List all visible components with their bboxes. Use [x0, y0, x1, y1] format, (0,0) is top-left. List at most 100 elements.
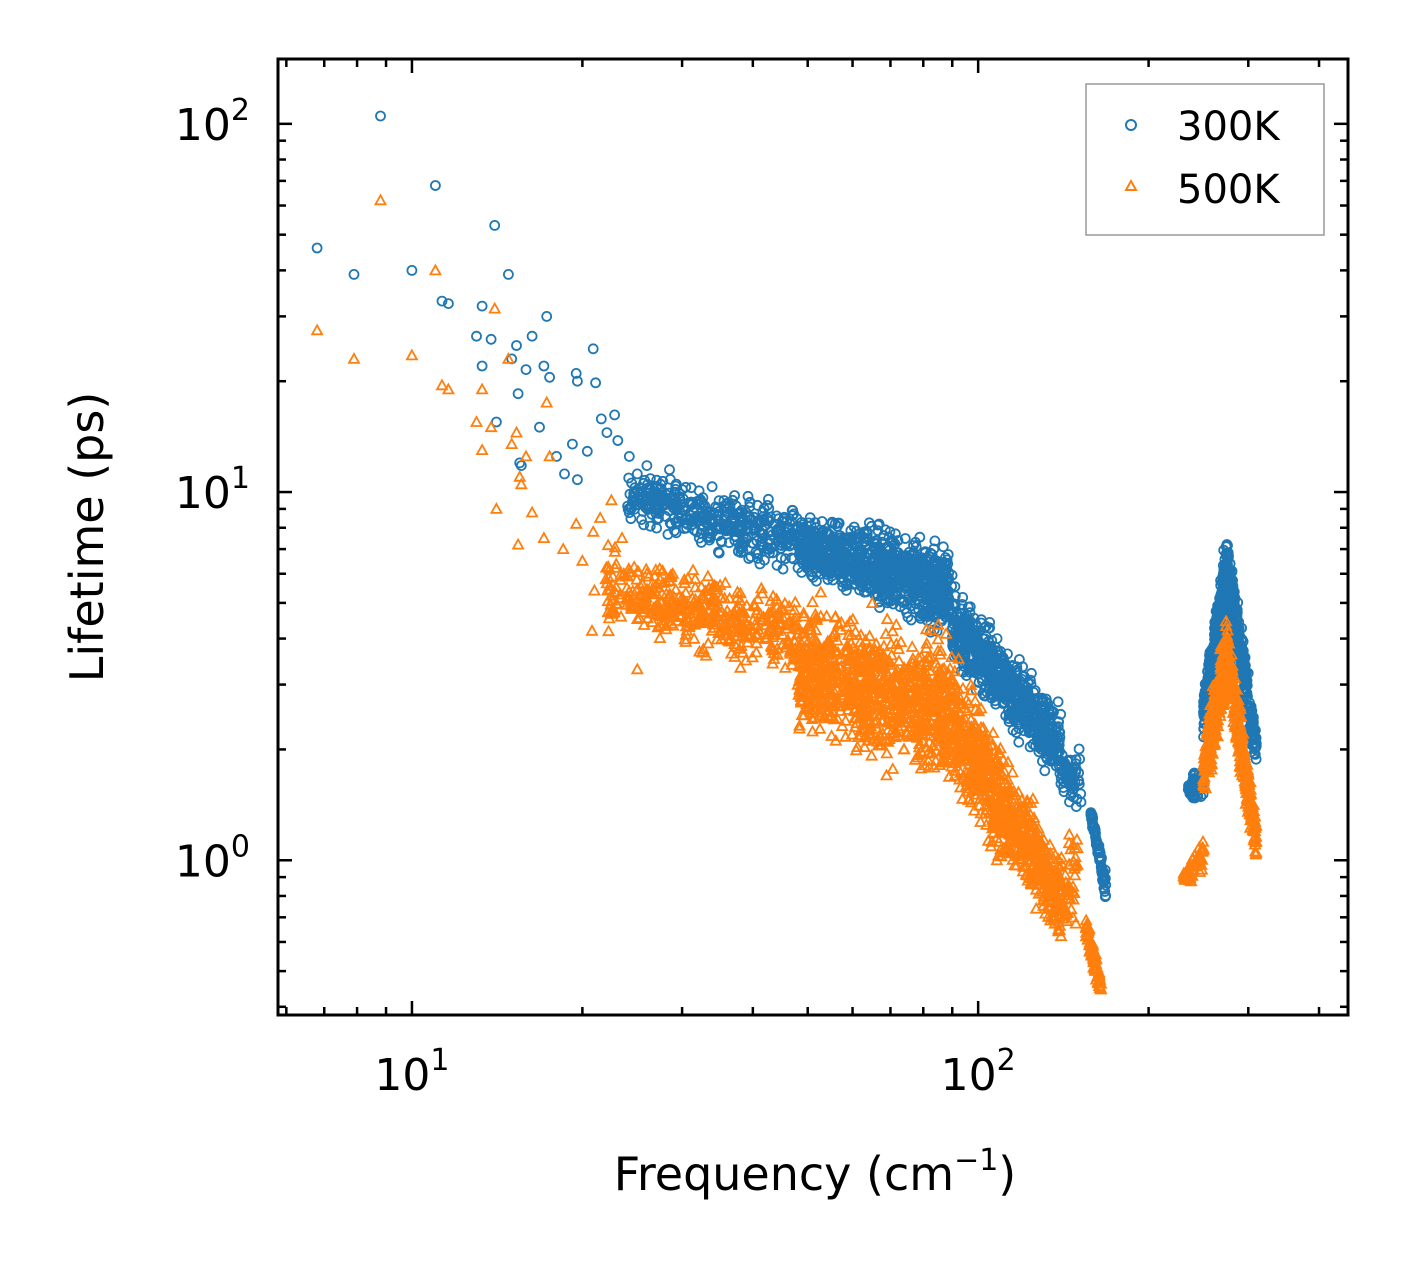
- data-point-300k: [1090, 831, 1101, 843]
- data-point-300k: [899, 533, 911, 544]
- data-point-300k: [704, 528, 716, 539]
- data-point-500k: [886, 762, 900, 774]
- data-point-300k: [713, 515, 724, 527]
- data-point-300k: [906, 550, 918, 562]
- data-point-300k: [1094, 852, 1106, 864]
- data-point-300k: [765, 526, 776, 538]
- data-point-300k: [1046, 735, 1058, 746]
- data-point-300k: [1093, 840, 1105, 852]
- data-point-300k: [866, 520, 877, 532]
- data-point-300k: [716, 535, 727, 547]
- data-point-300k: [752, 548, 763, 560]
- data-point-300k: [732, 525, 744, 537]
- data-point-500k: [805, 724, 820, 737]
- data-point-300k: [798, 531, 810, 543]
- data-point-300k: [1099, 891, 1111, 903]
- data-point-300k: [872, 590, 884, 602]
- data-point-300k: [824, 562, 836, 574]
- data-point-500k: [820, 609, 834, 621]
- data-point-300k: [485, 333, 497, 345]
- data-point-300k: [826, 517, 838, 529]
- data-point-300k: [890, 587, 901, 599]
- data-point-300k: [1055, 778, 1067, 789]
- data-point-300k: [1001, 671, 1013, 682]
- data-point-300k: [893, 570, 905, 582]
- data-point-300k: [843, 541, 854, 553]
- data-point-300k: [809, 550, 820, 561]
- data-point-300k: [1025, 704, 1036, 716]
- data-point-300k: [653, 501, 665, 513]
- data-point-300k: [631, 468, 643, 480]
- data-point-300k: [706, 481, 718, 493]
- data-point-300k: [1031, 702, 1042, 714]
- data-point-300k: [502, 268, 514, 280]
- data-point-300k: [870, 576, 882, 588]
- data-point-300k: [1032, 735, 1043, 746]
- data-point-300k: [999, 689, 1011, 701]
- data-point-300k: [930, 557, 942, 569]
- data-point-500k: [505, 437, 519, 450]
- data-point-300k: [743, 553, 755, 564]
- data-point-500k: [509, 425, 524, 438]
- data-point-300k: [1092, 847, 1104, 859]
- data-point-300k: [804, 512, 816, 524]
- data-point-300k: [921, 588, 933, 600]
- data-point-300k: [662, 529, 674, 540]
- data-point-300k: [971, 646, 983, 658]
- data-point-300k: [570, 367, 582, 379]
- data-point-300k: [990, 698, 1002, 710]
- data-point-300k: [864, 560, 876, 572]
- data-point-300k: [652, 503, 663, 515]
- data-point-300k: [729, 490, 740, 501]
- data-point-300k: [975, 658, 987, 670]
- data-point-500k: [879, 768, 894, 781]
- data-point-300k: [581, 445, 593, 457]
- data-point-300k: [1007, 698, 1018, 710]
- data-point-300k: [778, 511, 790, 523]
- data-point-300k: [833, 535, 845, 547]
- data-point-300k: [906, 579, 918, 591]
- data-point-300k: [541, 310, 553, 322]
- data-point-500k: [1069, 916, 1083, 929]
- data-point-300k: [678, 523, 690, 534]
- data-point-300k: [723, 537, 735, 549]
- data-point-500k: [749, 645, 763, 658]
- data-point-300k: [623, 450, 635, 462]
- data-point-300k: [1022, 689, 1034, 701]
- data-point-300k: [471, 330, 482, 342]
- data-point-300k: [729, 524, 740, 536]
- data-point-300k: [937, 541, 949, 553]
- data-point-500k: [814, 585, 828, 598]
- data-point-300k: [748, 523, 760, 535]
- data-point-500k: [889, 618, 903, 630]
- data-point-500k: [310, 323, 324, 336]
- data-point-300k: [770, 526, 782, 537]
- data-point-300k: [680, 481, 692, 493]
- data-point-300k: [724, 501, 736, 513]
- data-point-500k: [813, 722, 827, 734]
- data-point-300k: [977, 675, 988, 687]
- data-point-300k: [874, 552, 885, 564]
- data-point-300k: [609, 409, 620, 421]
- data-point-300k: [663, 487, 675, 499]
- data-point-300k: [675, 507, 686, 518]
- data-point-300k: [850, 532, 862, 543]
- data-point-300k: [853, 553, 865, 565]
- data-point-300k: [1036, 736, 1048, 747]
- data-point-300k: [763, 493, 774, 505]
- data-point-300k: [984, 643, 996, 654]
- data-point-300k: [909, 603, 921, 615]
- data-point-300k: [626, 496, 638, 508]
- data-point-300k: [911, 550, 923, 562]
- data-point-300k: [520, 364, 532, 376]
- data-point-300k: [799, 524, 810, 536]
- data-point-300k: [754, 558, 766, 570]
- data-point-300k: [846, 560, 858, 572]
- data-point-300k: [442, 298, 454, 310]
- data-point-300k: [1053, 716, 1064, 727]
- data-point-300k: [830, 540, 841, 552]
- data-point-300k: [956, 617, 968, 629]
- data-point-300k: [526, 330, 538, 342]
- data-point-300k: [638, 519, 650, 531]
- data-point-300k: [1007, 724, 1019, 736]
